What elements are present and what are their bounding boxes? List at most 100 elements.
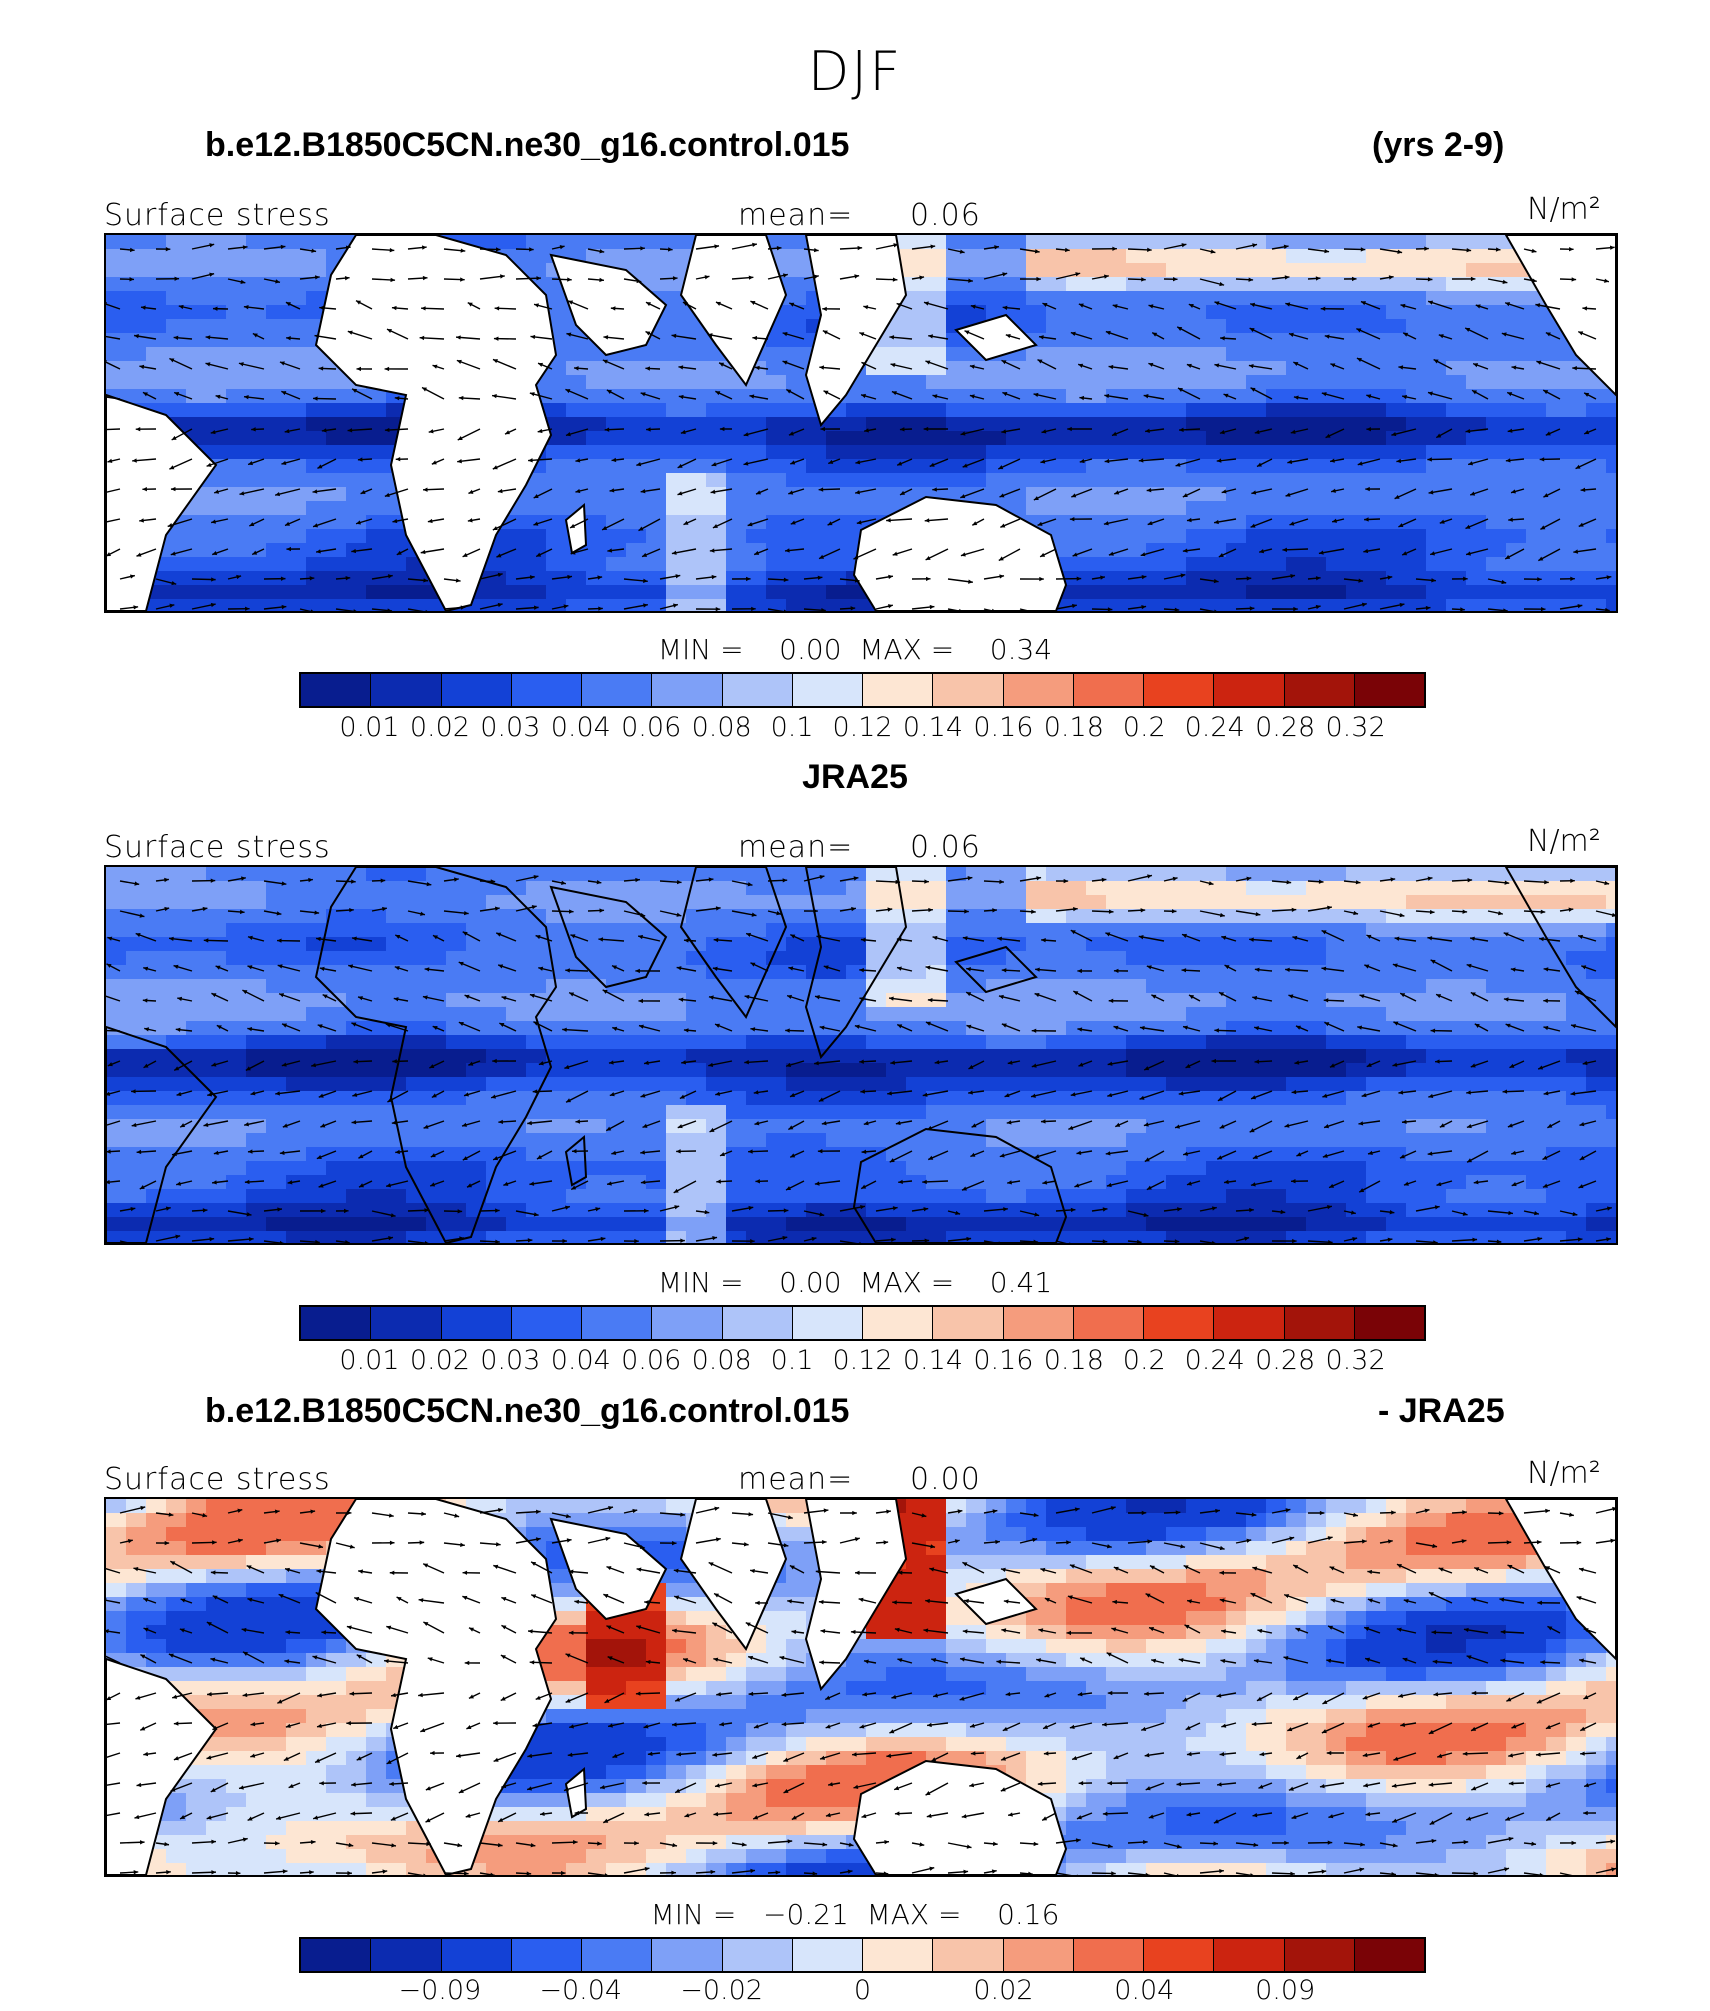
colorbar-box (792, 1939, 863, 1971)
landmass-africa (314, 867, 558, 1243)
colorbar-box (582, 1307, 653, 1339)
colorbar-tick-label: 0.12 (832, 1345, 893, 1376)
colorbar-box (933, 1939, 1004, 1971)
colorbar-tick-label: 0.04 (550, 712, 611, 743)
panel2-mean-label: mean= (738, 830, 854, 865)
colorbar-box (1073, 674, 1144, 706)
landmass-island1 (954, 313, 1038, 362)
colorbar-tick-label: 0.01 (339, 1345, 400, 1376)
panel2-field-label: Surface stress (104, 830, 331, 865)
landmass-seasia (804, 235, 908, 428)
colorbar-tick-label: 0.1 (770, 1345, 814, 1376)
landmass-india (679, 235, 788, 387)
colorbar-tick-label: 0.12 (832, 712, 893, 743)
colorbar-box (792, 674, 863, 706)
colorbar-tick-label: 0.2 (1122, 712, 1166, 743)
colorbar-box (301, 1307, 372, 1339)
colorbar-tick-label: 0.04 (550, 1345, 611, 1376)
colorbar-tick-label: 0.04 (1114, 1975, 1175, 2006)
colorbar-box (371, 1307, 442, 1339)
colorbar-box (722, 674, 793, 706)
colorbar-box (1073, 1307, 1144, 1339)
panel2-case-name: JRA25 (802, 758, 908, 796)
landmass-india (679, 1499, 788, 1651)
colorbar-tick-label: −0.02 (680, 1975, 763, 2006)
colorbar-tick-label: 0.02 (973, 1975, 1034, 2006)
colorbar-box (933, 674, 1004, 706)
colorbar-box (1214, 1939, 1285, 1971)
panel1-years: (yrs 2-9) (1372, 126, 1505, 164)
landmass-island1 (954, 1577, 1038, 1626)
continents (106, 235, 1616, 611)
panel3-case-name: b.e12.B1850C5CN.ne30_g16.control.015 (205, 1392, 850, 1430)
landmass-africa (314, 235, 558, 611)
landmass-india (679, 867, 788, 1019)
colorbar-tick-label: 0.24 (1184, 1345, 1245, 1376)
panel3-map (104, 1497, 1618, 1877)
stress-vectors (106, 1505, 1616, 1875)
landmass-australia (852, 1127, 1068, 1243)
colorbar-box (1354, 1307, 1424, 1339)
field-plot (106, 1499, 1616, 1875)
colorbar-box (371, 1939, 442, 1971)
colorbar-tick-label: 0.06 (621, 712, 682, 743)
continents (106, 867, 1616, 1243)
colorbar-box (511, 674, 582, 706)
colorbar-box (1284, 1307, 1355, 1339)
colorbar-tick-label: 0.16 (973, 712, 1034, 743)
figure-title: DJF (807, 40, 903, 103)
landmass-seasia (804, 867, 908, 1060)
colorbar-box (1003, 1307, 1074, 1339)
colorbar-box (1214, 674, 1285, 706)
colorbar-box (652, 1939, 723, 1971)
colorbar-box (441, 674, 512, 706)
panel2-min-max: MIN = 0.00 MAX = 0.41 (657, 1266, 1053, 1299)
panel1-mean-label: mean= (738, 198, 854, 233)
panel1-map (104, 233, 1618, 613)
panel1-case-name: b.e12.B1850C5CN.ne30_g16.control.015 (205, 126, 850, 164)
landmass-samerica (106, 1025, 218, 1243)
colorbar-box (511, 1307, 582, 1339)
colorbar-tick-label: 0.09 (1255, 1975, 1316, 2006)
colorbar-tick-label: 0.14 (902, 712, 963, 743)
colorbar-box (1284, 674, 1355, 706)
colorbar-tick-label: 0.16 (973, 1345, 1034, 1376)
landmass-island2 (564, 502, 588, 555)
colorbar-box (371, 674, 442, 706)
shaded-field (106, 867, 1616, 1243)
landmass-island1 (954, 945, 1038, 994)
panel3-field-label: Surface stress (104, 1462, 331, 1497)
panel1-units: N/m² (1527, 192, 1601, 227)
colorbar-tick-label: 0.02 (409, 712, 470, 743)
colorbar-box (652, 674, 723, 706)
colorbar-box (1354, 674, 1424, 706)
stress-vectors (106, 874, 1616, 1243)
landmass-australia (852, 495, 1068, 611)
panel3-mean-label: mean= (738, 1462, 854, 1497)
landmass-arabia (549, 885, 668, 989)
colorbar-box (441, 1939, 512, 1971)
panel3-mean-value: 0.00 (910, 1462, 981, 1497)
colorbar-box (1003, 674, 1074, 706)
landmass-namerica (1504, 867, 1616, 1029)
landmass-namerica (1504, 235, 1616, 397)
colorbar-box (1144, 1307, 1215, 1339)
panel3-min-max: MIN = −0.21 MAX = 0.16 (650, 1898, 1060, 1931)
landmass-island2 (564, 1766, 588, 1819)
colorbar-box (301, 1939, 372, 1971)
colorbar-box (722, 1307, 793, 1339)
field-plot (106, 867, 1616, 1243)
panel3-colorbar (299, 1937, 1426, 1973)
landmass-island2 (564, 1134, 588, 1187)
panel2-map (104, 865, 1618, 1245)
colorbar-box (652, 1307, 723, 1339)
colorbar-box (511, 1939, 582, 1971)
panel1-colorbar-ticks: 0.01 0.02 0.03 0.04 0.06 0.08 0.1 0.12 0.14 0.16 0… (299, 712, 1426, 746)
colorbar-tick-label: 0.08 (691, 712, 752, 743)
colorbar-box (722, 1939, 793, 1971)
panel3-units: N/m² (1527, 1456, 1601, 1491)
landmass-seasia (804, 1499, 908, 1692)
colorbar-tick-label: 0.06 (621, 1345, 682, 1376)
colorbar-tick-label: 0.28 (1255, 712, 1316, 743)
colorbar-tick-label: 0.2 (1122, 1345, 1166, 1376)
